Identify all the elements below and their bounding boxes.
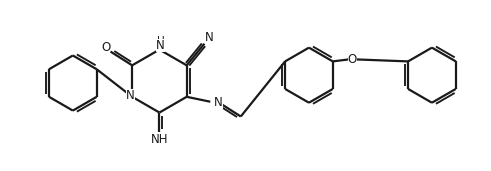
- Text: N: N: [214, 96, 223, 109]
- Text: NH: NH: [151, 133, 168, 146]
- Text: N: N: [126, 89, 135, 102]
- Text: H: H: [157, 36, 164, 46]
- Text: O: O: [348, 53, 357, 66]
- Text: N: N: [156, 39, 165, 52]
- Text: N: N: [205, 31, 214, 44]
- Text: O: O: [101, 41, 110, 54]
